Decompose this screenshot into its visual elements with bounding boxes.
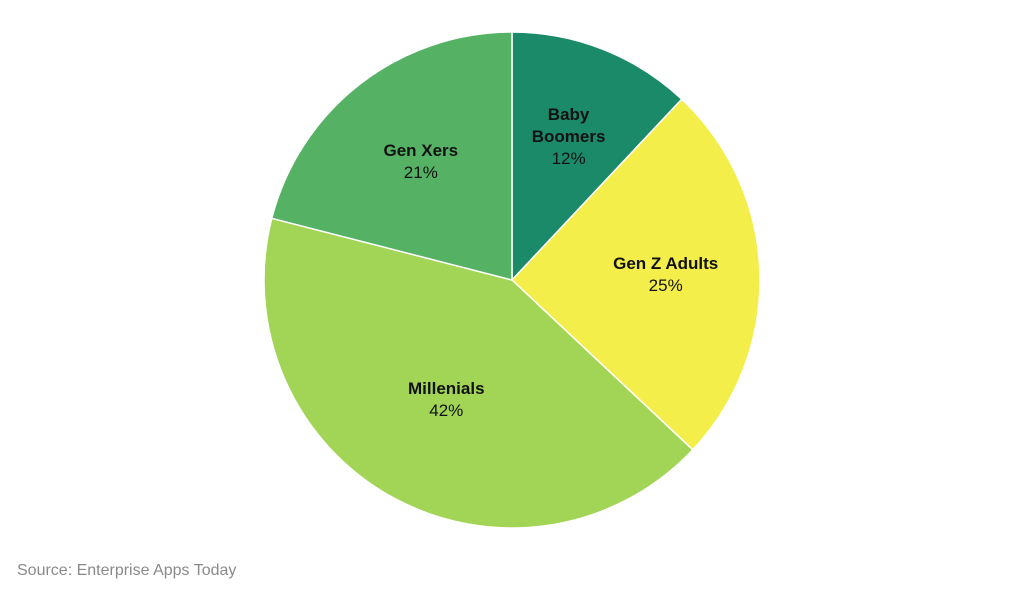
slice-label: Baby Boomers 12% (531, 105, 606, 169)
slice-label: Gen Z Adults 25% (613, 254, 719, 296)
slice-label: Gen Xers 21% (383, 141, 459, 183)
pie-slice-baby-boomers (511, 31, 683, 282)
pie-slice-millenials (263, 217, 694, 529)
source-note: Source: Enterprise Apps Today (17, 562, 237, 579)
pie-slice-gen-xers (270, 31, 513, 281)
pie-slice-gen-z-adults (510, 98, 761, 451)
slice-label: Millenials 42% (408, 378, 485, 420)
